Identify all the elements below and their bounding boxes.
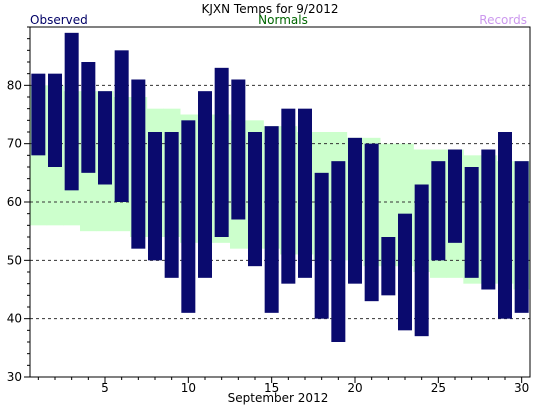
observed-bar-day-13 — [231, 79, 246, 220]
observed-bar-day-12 — [214, 67, 229, 237]
chart-title: KJXN Temps for 9/2012 — [202, 2, 339, 16]
x-axis-label: September 2012 — [228, 391, 329, 405]
y-tick-label-30: 30 — [7, 370, 22, 384]
axes-group: 5 10 15 20 25 30 30 40 50 60 70 80 — [7, 26, 531, 395]
legend-observed: Observed — [30, 13, 88, 27]
x-tick-label-10: 10 — [181, 381, 196, 395]
normal-range-day-22 — [380, 143, 398, 267]
y-tick-label-50: 50 — [7, 253, 22, 267]
observed-bar-day-24 — [414, 184, 429, 337]
observed-bar-day-19 — [331, 161, 346, 342]
observed-bar-day-6 — [114, 50, 129, 203]
observed-bar-day-16 — [281, 108, 296, 284]
observed-bar-day-25 — [431, 161, 446, 261]
y-tick-label-80: 80 — [7, 78, 22, 92]
observed-bar-day-4 — [81, 62, 96, 173]
y-tick-label-70: 70 — [7, 137, 22, 151]
x-tick-label-30: 30 — [514, 381, 529, 395]
observed-bar-day-9 — [164, 132, 179, 278]
observed-bar-day-29 — [498, 132, 512, 319]
observed-bar-day-3 — [64, 32, 79, 191]
observed-bar-day-30 — [514, 161, 529, 313]
observed-bar-day-2 — [48, 73, 62, 167]
x-tick-label-25: 25 — [431, 381, 446, 395]
observed-bar-day-8 — [148, 132, 162, 261]
observed-bar-day-26 — [448, 149, 462, 243]
observed-bar-day-28 — [481, 149, 496, 290]
x-tick-label-15: 15 — [264, 381, 279, 395]
y-tick-label-40: 40 — [7, 312, 22, 326]
observed-bar-day-5 — [98, 91, 112, 185]
x-tick-label-5: 5 — [101, 381, 109, 395]
observed-bars-group — [31, 32, 529, 342]
observed-bar-day-18 — [314, 172, 329, 319]
observed-bar-day-10 — [181, 120, 196, 313]
legend-records: Records — [479, 13, 527, 27]
observed-bar-day-1 — [31, 73, 46, 156]
observed-bar-day-14 — [248, 132, 262, 267]
x-tick-label-20: 20 — [347, 381, 362, 395]
y-tick-label-60: 60 — [7, 195, 22, 209]
gridlines-group — [30, 84, 530, 320]
observed-bar-day-22 — [381, 237, 396, 296]
observed-bar-day-20 — [348, 137, 362, 284]
observed-bar-day-7 — [131, 79, 146, 249]
observed-bar-day-23 — [398, 213, 412, 331]
observed-bar-day-17 — [298, 108, 312, 278]
observed-bar-day-27 — [464, 167, 479, 278]
legend-normals: Normals — [258, 13, 308, 27]
observed-bar-day-21 — [364, 143, 379, 302]
observed-bar-day-15 — [264, 126, 279, 313]
observed-bar-day-11 — [198, 91, 212, 278]
